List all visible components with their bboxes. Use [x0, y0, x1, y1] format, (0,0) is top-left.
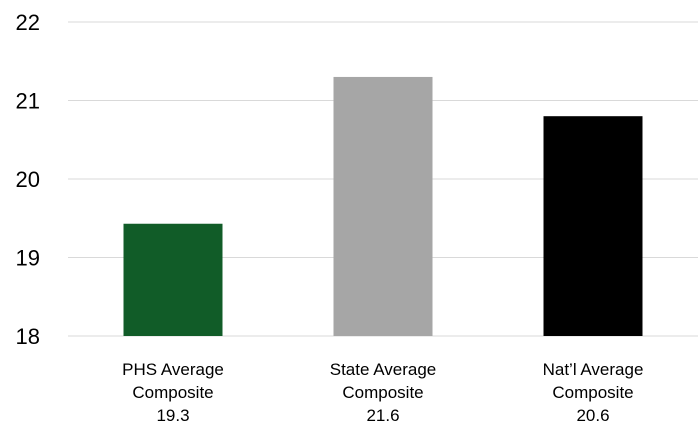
- bar: [543, 116, 643, 336]
- bar: [333, 76, 433, 336]
- x-category-label: 19.3: [156, 406, 189, 425]
- x-category-label: PHS Average: [122, 360, 224, 379]
- y-tick-label: 18: [16, 324, 40, 349]
- x-category-label: Composite: [132, 383, 213, 402]
- x-axis: PHS Average Composite 19.3 State Average Com…: [122, 360, 643, 425]
- y-tick-label: 22: [16, 10, 40, 35]
- x-category-label: 21.6: [366, 406, 399, 425]
- x-category-label: Composite: [552, 383, 633, 402]
- y-axis: 18 19 20 21 22: [16, 10, 40, 349]
- y-tick-label: 21: [16, 89, 40, 114]
- x-category-label: Nat’l Average: [543, 360, 644, 379]
- x-category-label: Composite: [342, 383, 423, 402]
- x-category-label: 20.6: [576, 406, 609, 425]
- bars: [123, 76, 643, 336]
- x-category-label: State Average: [330, 360, 437, 379]
- bar: [123, 223, 223, 336]
- y-tick-label: 20: [16, 167, 40, 192]
- y-tick-label: 19: [16, 246, 40, 271]
